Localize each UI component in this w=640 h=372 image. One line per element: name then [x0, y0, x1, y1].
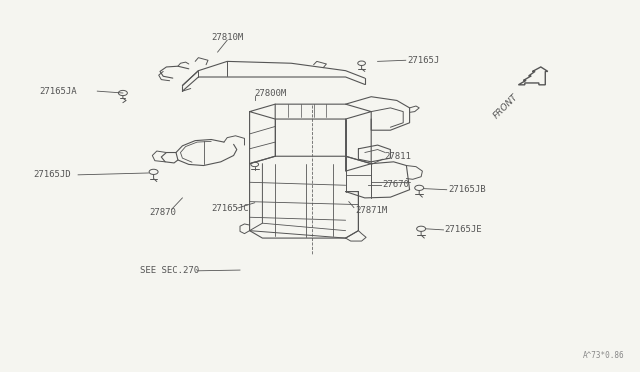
- Text: 27165JC: 27165JC: [211, 204, 249, 213]
- Text: 27810M: 27810M: [211, 33, 243, 42]
- Text: A^73*0.86: A^73*0.86: [582, 351, 624, 360]
- Text: 27871M: 27871M: [355, 206, 387, 215]
- Text: 27670: 27670: [382, 180, 409, 189]
- Text: 27165JD: 27165JD: [33, 170, 71, 179]
- Text: 27165J: 27165J: [407, 56, 439, 65]
- Text: 27165JB: 27165JB: [448, 185, 486, 194]
- Text: 27800M: 27800M: [255, 89, 287, 98]
- Text: FRONT: FRONT: [492, 92, 520, 121]
- Text: 27870: 27870: [150, 208, 177, 217]
- Text: 27165JA: 27165JA: [40, 87, 77, 96]
- Text: SEE SEC.270: SEE SEC.270: [140, 266, 198, 275]
- Text: 27165JE: 27165JE: [445, 225, 483, 234]
- Text: 27811: 27811: [384, 153, 411, 161]
